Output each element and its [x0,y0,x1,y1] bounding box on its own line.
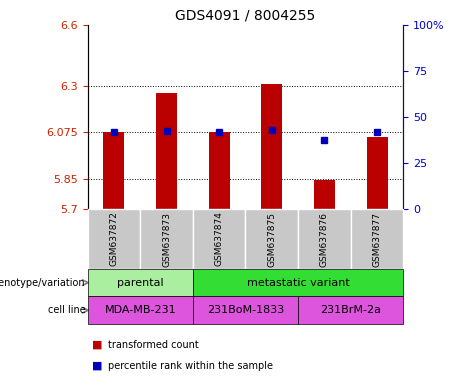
Bar [314,180,335,209]
Text: genotype/variation: genotype/variation [0,278,85,288]
Text: GSM637876: GSM637876 [320,212,329,266]
Bar [209,132,230,209]
Text: cell line: cell line [47,305,85,315]
Text: ■: ■ [92,361,103,371]
Text: GSM637877: GSM637877 [372,212,382,266]
Text: MDA-MB-231: MDA-MB-231 [104,305,176,315]
Text: 231BoM-1833: 231BoM-1833 [207,305,284,315]
Text: GSM637874: GSM637874 [215,212,224,266]
Bar [103,132,124,209]
Text: GSM637873: GSM637873 [162,212,171,266]
Title: GDS4091 / 8004255: GDS4091 / 8004255 [175,8,316,22]
Text: metastatic variant: metastatic variant [247,278,349,288]
Text: GSM637872: GSM637872 [109,212,118,266]
Bar [261,84,282,209]
Text: 231BrM-2a: 231BrM-2a [320,305,381,315]
Bar [366,137,388,209]
Text: GSM637875: GSM637875 [267,212,276,266]
Text: parental: parental [117,278,164,288]
Bar [156,93,177,209]
Text: transformed count: transformed count [108,340,199,350]
Text: percentile rank within the sample: percentile rank within the sample [108,361,273,371]
Text: ■: ■ [92,339,103,349]
